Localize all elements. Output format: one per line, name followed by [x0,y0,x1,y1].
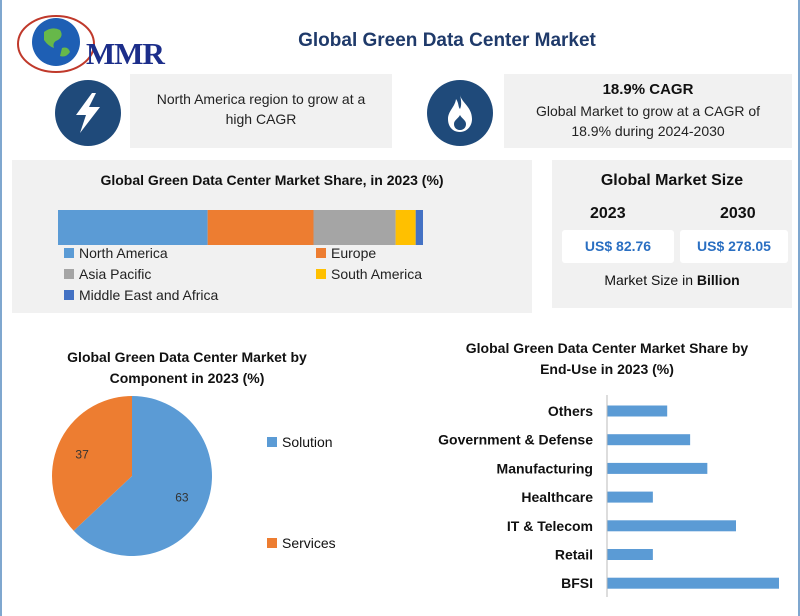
highlight-text-left: North America region to grow at a high C… [156,91,366,127]
legend-item-solution: Solution [267,434,333,450]
bar-others [607,405,668,417]
cagr-heading: 18.9% CAGR [602,81,694,98]
category-label: Retail [555,547,593,563]
highlight-text-right: Global Market to grow at a CAGR of 18.9%… [535,103,761,139]
legend-label: Services [282,535,336,551]
market-size-note-unit: Billion [696,272,740,288]
legend-swatch [316,269,326,279]
component-chart-title: Global Green Data Center Market by Compo… [67,349,307,386]
pie-data-label: 37 [75,447,89,461]
bar-healthcare [607,491,653,503]
region-segment-south-america [395,210,416,245]
component-pie-chart: 63 37 [52,396,213,556]
bar-government-defense [607,434,691,446]
market-size-title: Global Market Size [600,172,744,189]
legend-label: North America [79,245,168,261]
category-label: Healthcare [521,489,593,505]
legend-item-middle-east-and-africa: Middle East and Africa [64,287,218,303]
legend-label: Middle East and Africa [79,287,219,303]
enduse-bar-chart: Others Government & Defense Manufacturing H… [438,395,779,597]
pie-slice-solution [73,396,213,556]
legend-item-asia-pacific: Asia Pacific [64,266,151,282]
legend-item-services: Services [267,535,336,551]
legend-item-north-america: North America [64,245,168,261]
market-size-note: Market Size in Billion [552,272,792,288]
lightning-icon [55,80,121,146]
legend-swatch [267,538,277,548]
year-2023: 2023 [590,205,626,222]
logo: MMR [16,8,176,74]
legend-label: South America [331,266,423,282]
highlight-card-right: 18.9% CAGR Global Market to grow at a CA… [504,74,792,148]
enduse-chart-title: Global Green Data Center Market Share by… [465,340,749,377]
bar-retail [607,549,653,560]
legend-swatch [316,248,326,258]
category-label: Government & Defense [438,432,593,448]
bar-manufacturing [607,462,708,474]
logo-text: MMR [86,36,165,71]
category-label: Others [548,403,593,419]
legend-swatch [267,437,277,447]
highlight-card-left: North America region to grow at a high C… [130,74,392,148]
legend-swatch [64,290,74,300]
bar-bfsi [607,577,779,589]
legend-item-europe: Europe [316,245,376,261]
category-label: Manufacturing [497,460,593,476]
region-segment-north-america [58,210,208,245]
legend-label: Europe [331,245,377,261]
region-segment-europe [207,210,314,245]
flame-icon [427,80,493,146]
legend-item-south-america: South America [316,266,422,282]
category-label: IT & Telecom [507,518,593,534]
pie-data-label: 63 [175,491,189,505]
pie-slice-services [52,396,132,531]
page-title: Global Green Data Center Market [298,30,596,51]
legend-label: Asia Pacific [79,266,152,282]
category-label: BFSI [561,575,593,591]
legend-label: Solution [282,434,333,450]
year-2030: 2030 [720,205,756,222]
region-segment-middle-east-and-africa [415,210,423,245]
region-segment-asia-pacific [313,210,396,245]
legend-swatch [64,269,74,279]
region-stacked-bar-chart [58,210,423,245]
value-2030: US$ 278.05 [680,230,788,263]
legend-swatch [64,248,74,258]
bar-it-telecom [607,520,736,532]
value-2023: US$ 82.76 [562,230,674,263]
market-size-note-prefix: Market Size in [604,272,697,288]
region-chart-title: Global Green Data Center Market Share, i… [100,172,444,188]
